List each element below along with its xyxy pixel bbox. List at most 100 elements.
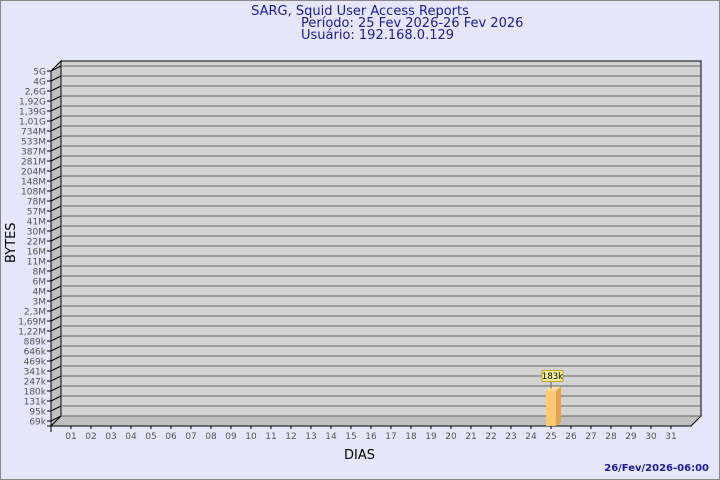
- y-tick-label: 469k: [24, 358, 47, 368]
- x-tick-label: 31: [665, 432, 676, 442]
- y-tick-label: 2,3M: [24, 308, 46, 318]
- bar-label-box: [541, 369, 564, 382]
- chart-subtitle-user: Usuário: 192.168.0.129: [301, 28, 455, 43]
- x-tick-label: 30: [645, 432, 657, 442]
- y-tick-diag: [50, 245, 62, 252]
- y-tick-label: 108M: [21, 188, 46, 198]
- y-tick-label: 78M: [27, 198, 46, 208]
- x-tick-label: 08: [205, 432, 217, 442]
- y-tick-diag: [50, 145, 62, 152]
- y-tick-label: 4M: [33, 288, 47, 298]
- y-tick-diag: [50, 415, 62, 422]
- y-tick-diag: [50, 345, 62, 352]
- y-tick-label: 1,92G: [19, 98, 46, 108]
- y-tick-label: 204M: [21, 168, 46, 178]
- y-tick-diag: [50, 365, 62, 372]
- y-tick-diag: [50, 375, 62, 382]
- y-tick-diag: [50, 275, 62, 282]
- y-tick-diag: [50, 65, 62, 72]
- x-tick-label: 06: [165, 432, 177, 442]
- x-tick-label: 27: [585, 432, 596, 442]
- y-tick-diag: [50, 255, 62, 262]
- y-tick-diag: [50, 405, 62, 412]
- y-tick-label: 180k: [24, 388, 47, 398]
- x-tick-label: 25: [545, 432, 556, 442]
- y-tick-diag: [50, 155, 62, 162]
- y-tick-label: 3M: [33, 298, 47, 308]
- y-tick-label: 22M: [27, 238, 46, 248]
- y-tick-label: 69k: [29, 418, 46, 428]
- x-tick-label: 02: [85, 432, 96, 442]
- bar-front: [546, 390, 556, 426]
- y-tick-label: 8M: [33, 268, 47, 278]
- chart-title: SARG, Squid User Access Reports: [251, 4, 469, 19]
- y-tick-diag: [50, 75, 62, 82]
- y-tick-label: 131k: [24, 398, 47, 408]
- y-tick-diag: [50, 295, 62, 302]
- y-tick-diag: [50, 105, 62, 112]
- footer-timestamp: 26/Fev/2026-06:00: [604, 463, 709, 474]
- y-tick-diag: [50, 235, 62, 242]
- y-tick-diag: [50, 385, 62, 392]
- y-axis-label: BYTES: [4, 222, 19, 263]
- y-tick-label: 247k: [24, 378, 47, 388]
- y-tick-diag: [50, 355, 62, 362]
- y-tick-label: 1,01G: [19, 118, 46, 128]
- y-tick-diag: [50, 285, 62, 292]
- y-tick-diag: [50, 325, 62, 332]
- x-tick-label: 18: [405, 432, 417, 442]
- y-tick-label: 1,22M: [18, 328, 46, 338]
- y-tick-diag: [50, 225, 62, 232]
- left-wall: [50, 59, 62, 428]
- x-tick-label: 05: [145, 432, 156, 442]
- y-tick-label: 6M: [33, 278, 47, 288]
- y-tick-diag: [50, 85, 62, 92]
- y-tick-label: 11M: [27, 258, 46, 268]
- y-tick-diag: [50, 125, 62, 132]
- x-tick-label: 28: [605, 432, 617, 442]
- y-tick-label: 16M: [27, 248, 46, 258]
- y-tick-diag: [50, 395, 62, 402]
- y-tick-label: 95k: [29, 408, 46, 418]
- bar-top: [546, 386, 561, 391]
- x-tick-label: 22: [485, 432, 496, 442]
- y-tick-label: 41M: [27, 218, 46, 228]
- y-tick-diag: [50, 335, 62, 342]
- y-tick-label: 889k: [24, 338, 47, 348]
- y-tick-label: 646k: [24, 348, 47, 358]
- x-tick-label: 12: [285, 432, 296, 442]
- x-tick-label: 11: [265, 432, 276, 442]
- x-tick-label: 23: [505, 432, 516, 442]
- y-tick-diag: [50, 305, 62, 312]
- y-tick-diag: [50, 165, 62, 172]
- x-tick-label: 10: [245, 432, 257, 442]
- bar-data-label: 183k: [542, 372, 563, 382]
- x-tick-label: 04: [125, 432, 137, 442]
- x-tick-label: 24: [525, 432, 537, 442]
- y-tick-label: 341k: [24, 368, 47, 378]
- y-tick-label: 387M: [21, 148, 46, 158]
- y-tick-diag: [50, 315, 62, 322]
- y-tick-diag: [50, 95, 62, 102]
- y-tick-label: 1,39G: [19, 108, 46, 118]
- chart-subtitle-period: Período: 25 Fev 2026-26 Fev 2026: [301, 16, 524, 31]
- x-tick-label: 26: [565, 432, 577, 442]
- x-tick-label: 19: [425, 432, 437, 442]
- x-tick-label: 29: [625, 432, 637, 442]
- y-tick-label: 281M: [21, 158, 46, 168]
- y-tick-diag: [50, 215, 62, 222]
- x-tick-label: 17: [385, 432, 396, 442]
- y-tick-diag: [50, 265, 62, 272]
- y-tick-label: 734M: [21, 128, 46, 138]
- x-tick-label: 14: [325, 432, 337, 442]
- y-tick-label: 1,69M: [18, 318, 46, 328]
- y-tick-label: 2,6G: [25, 88, 46, 98]
- x-tick-label: 16: [365, 432, 377, 442]
- y-tick-diag: [50, 135, 62, 142]
- x-tick-label: 03: [105, 432, 116, 442]
- y-tick-label: 533M: [21, 138, 46, 148]
- x-tick-label: 01: [65, 432, 76, 442]
- y-tick-label: 4G: [33, 78, 46, 88]
